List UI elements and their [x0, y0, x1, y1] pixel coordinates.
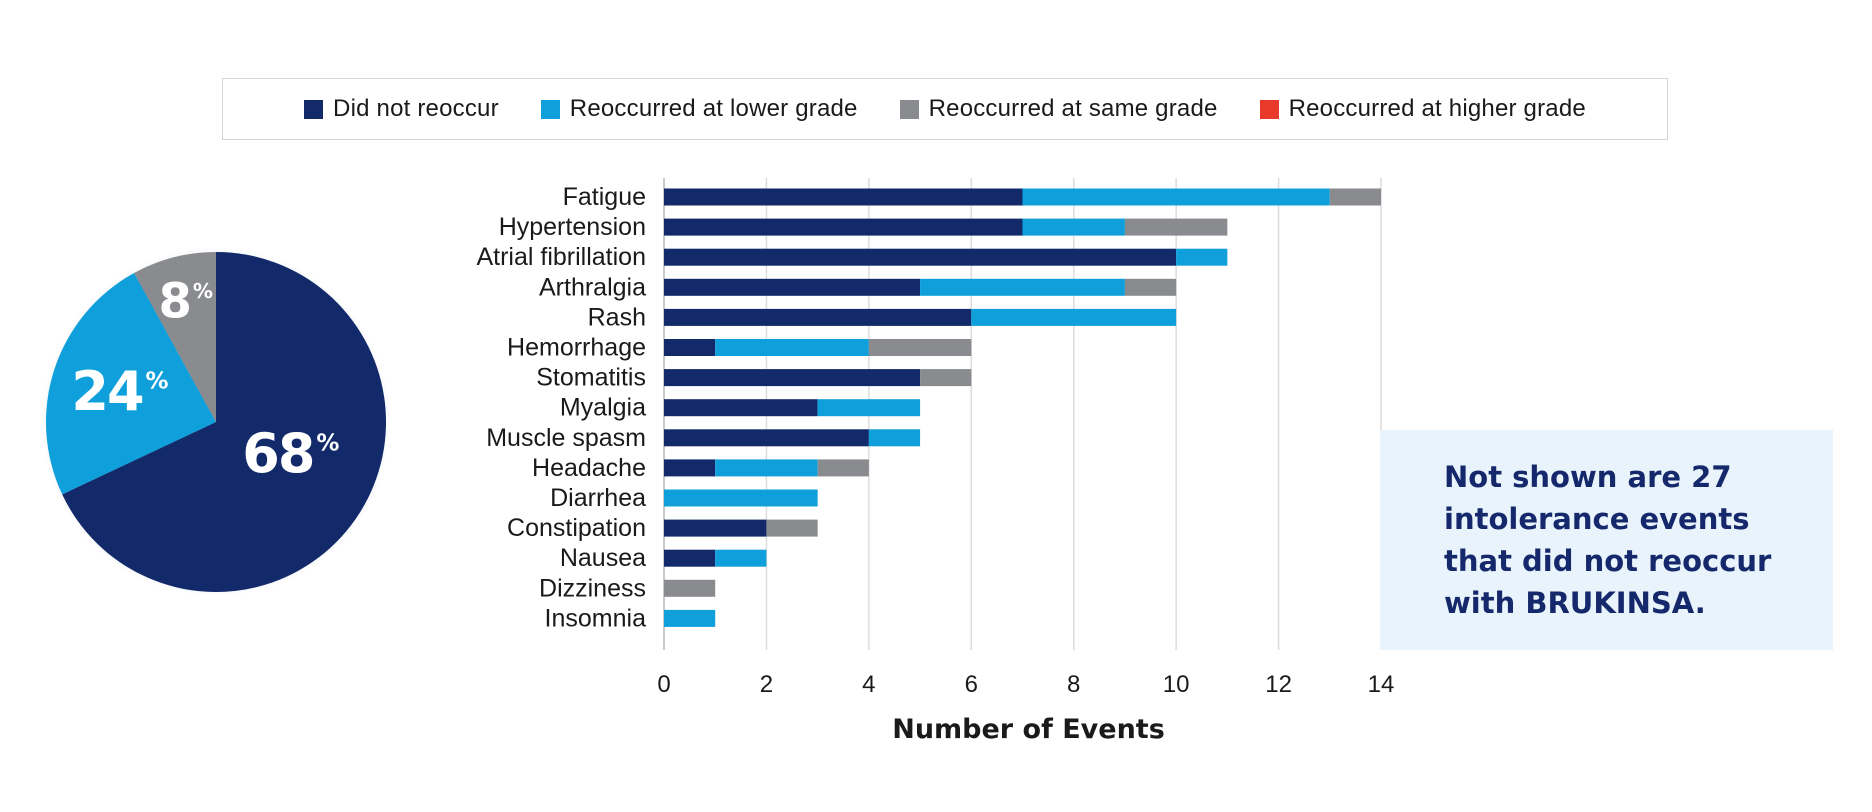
category-label: Myalgia — [560, 394, 646, 422]
bar-insomnia-reoccurred-at-lower-grade — [664, 609, 716, 627]
legend-label: Reoccurred at lower grade — [569, 95, 858, 122]
x-tick-label: 6 — [965, 671, 978, 698]
bar-nausea-did-not-reoccur — [664, 549, 716, 567]
bar-arthralgia-reoccurred-at-same-grade — [1124, 278, 1177, 296]
pie-slice-label: 24% — [71, 360, 168, 423]
legend-label: Did not reoccur — [333, 95, 499, 122]
x-axis-title: Number of Events — [892, 714, 1165, 745]
bar-fatigue-did-not-reoccur — [664, 188, 1023, 206]
bar-fatigue-reoccurred-at-lower-grade — [1022, 188, 1330, 206]
legend-label: Reoccurred at same grade — [928, 95, 1218, 122]
bar-stomatitis-reoccurred-at-same-grade — [920, 369, 972, 387]
bar-hypertension-did-not-reoccur — [664, 218, 1023, 236]
pie-slice-68 — [62, 252, 386, 592]
bar-dizziness-reoccurred-at-same-grade — [664, 579, 716, 597]
bar-myalgia-did-not-reoccur — [664, 399, 818, 417]
x-tick-label: 0 — [657, 671, 670, 698]
bar-arthralgia-did-not-reoccur — [664, 278, 921, 296]
bar-headache-did-not-reoccur — [664, 459, 716, 477]
legend-label: Reoccurred at higher grade — [1288, 95, 1586, 122]
category-label: Atrial fibrillation — [476, 243, 646, 271]
pie-slice-8 — [134, 252, 216, 422]
category-label: Arthralgia — [539, 273, 646, 301]
category-label: Hypertension — [499, 213, 646, 241]
legend-swatch — [899, 99, 919, 119]
pie-slice-24 — [46, 273, 216, 495]
legend-swatch — [1259, 99, 1279, 119]
bar-diarrhea-reoccurred-at-lower-grade — [664, 489, 818, 507]
bar-myalgia-reoccurred-at-lower-grade — [817, 399, 921, 417]
legend-item-reoccurred-at-lower-grade: Reoccurred at lower grade — [540, 95, 858, 123]
bar-hemorrhage-did-not-reoccur — [664, 339, 716, 356]
bar-headache-reoccurred-at-lower-grade — [715, 459, 818, 477]
bar-muscle-spasm-did-not-reoccur — [664, 429, 869, 447]
bar-rash-did-not-reoccur — [664, 308, 972, 326]
bar-rash-reoccurred-at-lower-grade — [971, 308, 1177, 326]
bar-arthralgia-reoccurred-at-lower-grade — [920, 278, 1125, 296]
bar-atrial-fibrillation-reoccurred-at-lower-grade — [1176, 248, 1228, 266]
bar-atrial-fibrillation-did-not-reoccur — [664, 248, 1177, 266]
pie-slice-label: 68% — [242, 422, 339, 485]
category-label: Rash — [588, 303, 646, 331]
legend-swatch — [304, 99, 324, 119]
x-tick-label: 12 — [1265, 671, 1292, 698]
bar-hemorrhage-reoccurred-at-same-grade — [868, 339, 972, 356]
x-tick-label: 2 — [760, 671, 773, 698]
note-text: Not shown are 27 intolerance events that… — [1444, 460, 1772, 620]
bar-nausea-reoccurred-at-lower-grade — [715, 549, 767, 567]
bar-muscle-spasm-reoccurred-at-lower-grade — [868, 429, 921, 447]
x-tick-label: 14 — [1368, 671, 1395, 698]
pie-chart: 68 % 24 % 8% — [40, 246, 392, 598]
bar-constipation-did-not-reoccur — [664, 519, 767, 537]
category-label: Hemorrhage — [507, 334, 646, 362]
legend-item-did-not-reoccur: Did not reoccur — [304, 95, 499, 123]
category-label: Muscle spasm — [486, 424, 646, 452]
category-label: Nausea — [560, 544, 646, 572]
bar-stomatitis-did-not-reoccur — [664, 369, 921, 387]
category-label: Constipation — [507, 514, 646, 542]
category-label: Dizziness — [539, 574, 646, 602]
note-callout: Not shown are 27 intolerance events that… — [1380, 430, 1833, 650]
category-label: Headache — [532, 454, 646, 482]
x-tick-label: 8 — [1067, 671, 1080, 698]
pie-slice-label: 8% — [158, 273, 212, 329]
legend-swatch — [540, 99, 560, 119]
bar-constipation-reoccurred-at-same-grade — [766, 519, 818, 537]
bar-headache-reoccurred-at-same-grade — [817, 459, 869, 477]
bar-hemorrhage-reoccurred-at-lower-grade — [715, 339, 869, 356]
chart-legend: Did not reoccur Reoccurred at lower grade… — [222, 78, 1668, 140]
legend-item-reoccurred-at-same-grade: Reoccurred at same grade — [899, 95, 1218, 123]
category-label: Fatigue — [563, 183, 646, 211]
category-label: Stomatitis — [536, 364, 646, 392]
x-tick-label: 10 — [1163, 671, 1190, 698]
category-label: Insomnia — [545, 604, 647, 632]
category-label: Diarrhea — [550, 484, 646, 512]
bar-fatigue-reoccurred-at-same-grade — [1329, 188, 1381, 206]
bar-hypertension-reoccurred-at-same-grade — [1124, 218, 1228, 236]
legend-item-reoccurred-at-higher-grade: Reoccurred at higher grade — [1259, 95, 1586, 123]
bar-hypertension-reoccurred-at-lower-grade — [1022, 218, 1125, 236]
x-tick-label: 4 — [862, 671, 875, 698]
